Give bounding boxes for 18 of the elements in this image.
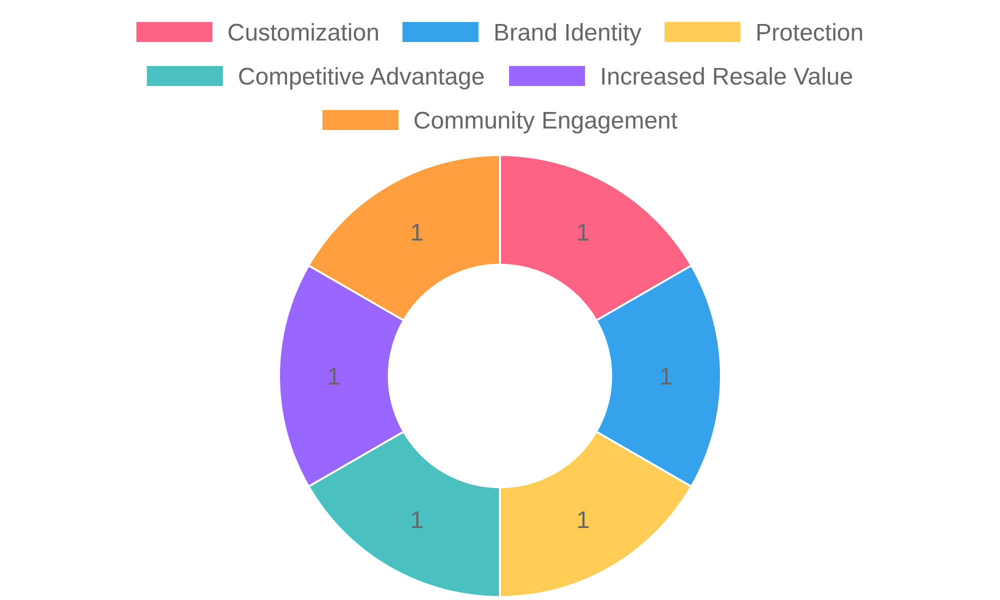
legend-label: Community Engagement bbox=[413, 107, 678, 134]
donut-slice bbox=[280, 266, 402, 486]
data-label: 1 bbox=[659, 363, 673, 390]
data-label: 1 bbox=[327, 363, 341, 390]
donut-slice bbox=[310, 432, 499, 596]
legend-label: Increased Resale Value bbox=[600, 63, 854, 90]
donut-slice bbox=[501, 156, 690, 320]
donut-slice bbox=[501, 432, 690, 596]
legend-label: Protection bbox=[756, 19, 864, 46]
data-label: 1 bbox=[576, 507, 590, 534]
data-label: 1 bbox=[410, 507, 424, 534]
data-label: 1 bbox=[410, 220, 424, 247]
legend-label: Competitive Advantage bbox=[238, 63, 485, 90]
donut-slice bbox=[598, 266, 720, 486]
donut-slice bbox=[310, 156, 499, 320]
data-label: 1 bbox=[576, 220, 590, 247]
legend-label: Brand Identity bbox=[493, 19, 642, 46]
legend-label: Customization bbox=[227, 19, 380, 46]
